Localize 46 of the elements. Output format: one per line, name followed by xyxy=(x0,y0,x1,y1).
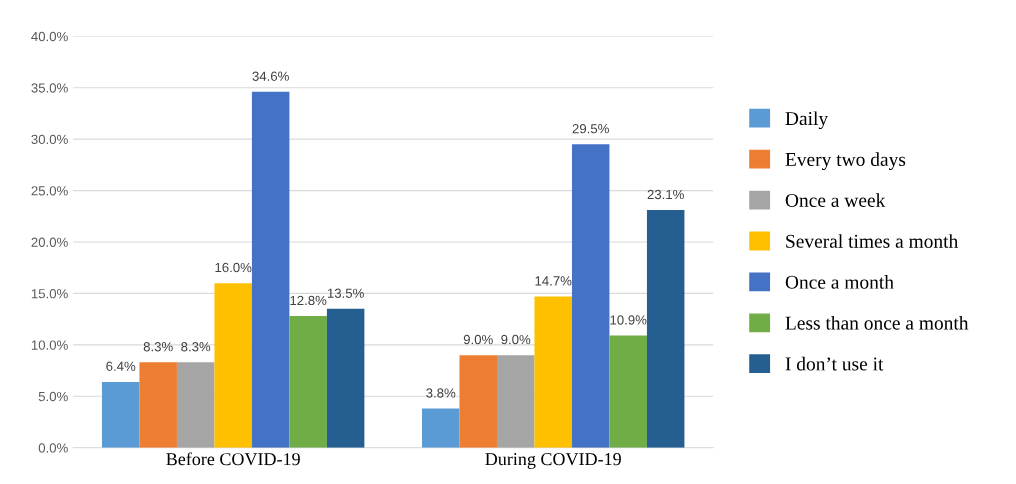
data-label: 16.0% xyxy=(215,262,252,273)
bar xyxy=(214,283,252,448)
bar xyxy=(422,408,460,448)
legend-label: Less than once a month xyxy=(785,315,969,330)
data-label: 8.3% xyxy=(143,342,173,352)
legend-label: Every two days xyxy=(785,152,906,171)
bar xyxy=(459,355,497,448)
x-tick-label: During COVID-19 xyxy=(485,453,621,469)
bar xyxy=(176,362,215,448)
data-label: 29.5% xyxy=(572,124,609,134)
bar xyxy=(571,144,610,448)
legend-label: Daily xyxy=(785,111,829,130)
y-tick-label: 20.0% xyxy=(31,237,68,247)
data-label: 14.7% xyxy=(535,276,572,286)
data-label: 10.9% xyxy=(610,315,647,325)
legend-label: Once a week xyxy=(785,193,886,207)
bar xyxy=(609,335,647,448)
bar xyxy=(289,316,327,448)
y-tick-label: 10.0% xyxy=(31,340,68,350)
data-label: 9.0% xyxy=(501,334,531,345)
y-tick-label: 15.0% xyxy=(31,288,68,299)
y-tick-label: 0.0% xyxy=(38,443,68,453)
bar xyxy=(646,210,685,448)
y-tick-label: 30.0% xyxy=(31,134,68,145)
y-tick-label: 25.0% xyxy=(31,186,68,196)
bar xyxy=(251,91,290,448)
legend-label: Several times a month xyxy=(786,234,959,248)
data-label: 9.0% xyxy=(463,334,493,345)
bar xyxy=(326,308,365,448)
legend-label: I don’t use it xyxy=(785,356,884,371)
y-tick-label: 5.0% xyxy=(38,391,68,402)
data-label: 13.5% xyxy=(327,288,364,298)
data-label: 8.3% xyxy=(181,342,211,352)
bar xyxy=(496,355,535,448)
data-label: 12.8% xyxy=(290,295,327,306)
x-tick-label: Before COVID-19 xyxy=(166,452,300,466)
bar xyxy=(101,381,140,448)
data-label: 6.4% xyxy=(106,361,136,371)
y-tick-label: 35.0% xyxy=(31,83,68,93)
bar xyxy=(139,362,177,448)
data-label: 34.6% xyxy=(252,71,289,81)
data-label: 3.8% xyxy=(426,388,456,398)
bar xyxy=(534,296,572,448)
y-tick-label: 40.0% xyxy=(31,31,68,42)
data-label: 23.1% xyxy=(647,189,684,200)
legend-label: Once a month xyxy=(785,275,894,289)
